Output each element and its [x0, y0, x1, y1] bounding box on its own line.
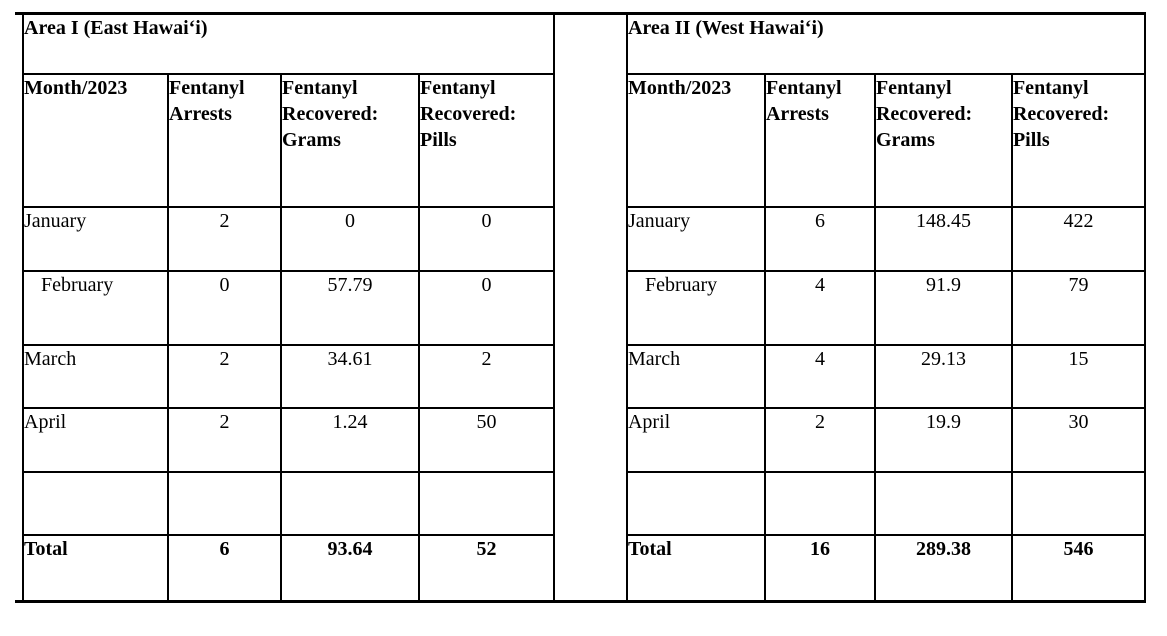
area2-table: Area II (West Hawaiʻi) Month/2023 Fentan…	[625, 13, 1147, 602]
pills-cell: 0	[418, 270, 555, 346]
arrests-cell: 6	[763, 206, 876, 272]
arrests-cell: 2	[167, 206, 282, 272]
month-cell: March	[625, 344, 766, 409]
month-cell: March	[22, 344, 169, 409]
table-row: April 2 1.24 50	[22, 407, 555, 473]
total-label-cell: Total	[22, 534, 169, 602]
grams-cell: 34.61	[280, 344, 420, 409]
area1-col-header-arrests: Fentanyl Arrests	[167, 73, 282, 208]
area2-title: Area II (West Hawaiʻi)	[625, 13, 1147, 75]
month-cell: February	[22, 270, 169, 346]
pills-cell	[418, 471, 555, 536]
grams-cell	[873, 471, 1013, 536]
month-cell	[22, 471, 169, 536]
table-row-empty	[22, 471, 555, 536]
area1-table: Area I (East Hawaiʻi) Month/2023 Fentany…	[22, 13, 555, 602]
arrests-cell	[763, 471, 876, 536]
month-cell: April	[625, 407, 766, 473]
area2-title-row: Area II (West Hawaiʻi)	[625, 13, 1147, 75]
grams-cell: 19.9	[873, 407, 1013, 473]
month-cell: January	[22, 206, 169, 272]
area1-header-row: Month/2023 Fentanyl Arrests Fentanyl Rec…	[22, 73, 555, 208]
arrests-cell: 4	[763, 344, 876, 409]
area2-col-header-pills: Fentanyl Recovered: Pills	[1010, 73, 1147, 208]
arrests-cell: 4	[763, 270, 876, 346]
grams-cell: 148.45	[873, 206, 1013, 272]
arrests-cell: 2	[167, 344, 282, 409]
arrests-cell: 2	[763, 407, 876, 473]
pills-cell	[1010, 471, 1147, 536]
total-arrests-cell: 6	[167, 534, 282, 602]
total-grams-cell: 93.64	[280, 534, 420, 602]
month-cell: February	[625, 270, 766, 346]
pills-cell: 2	[418, 344, 555, 409]
grams-cell: 57.79	[280, 270, 420, 346]
table-row: March 2 34.61 2	[22, 344, 555, 409]
arrests-cell	[167, 471, 282, 536]
table-row-empty	[625, 471, 1147, 536]
pills-cell: 30	[1010, 407, 1147, 473]
area1-col-header-pills: Fentanyl Recovered: Pills	[418, 73, 555, 208]
pills-cell: 50	[418, 407, 555, 473]
grams-cell: 29.13	[873, 344, 1013, 409]
total-row: Total 6 93.64 52	[22, 534, 555, 602]
arrests-cell: 0	[167, 270, 282, 346]
pills-cell: 422	[1010, 206, 1147, 272]
pills-cell: 79	[1010, 270, 1147, 346]
area1-title-row: Area I (East Hawaiʻi)	[22, 13, 555, 75]
grams-cell: 1.24	[280, 407, 420, 473]
pills-cell: 15	[1010, 344, 1147, 409]
total-pills-cell: 52	[418, 534, 555, 602]
total-row: Total 16 289.38 546	[625, 534, 1147, 602]
area2-col-header-month: Month/2023	[625, 73, 766, 208]
table-row: April 2 19.9 30	[625, 407, 1147, 473]
arrests-cell: 2	[167, 407, 282, 473]
table-row: February 0 57.79 0	[22, 270, 555, 346]
month-cell: January	[625, 206, 766, 272]
area1-title: Area I (East Hawaiʻi)	[22, 13, 555, 75]
table-row: January 2 0 0	[22, 206, 555, 272]
tables-container: Area I (East Hawaiʻi) Month/2023 Fentany…	[15, 12, 1147, 603]
grams-cell: 91.9	[873, 270, 1013, 346]
pills-cell: 0	[418, 206, 555, 272]
area2-header-row: Month/2023 Fentanyl Arrests Fentanyl Rec…	[625, 73, 1147, 208]
total-grams-cell: 289.38	[873, 534, 1013, 602]
area1-col-header-grams: Fentanyl Recovered: Grams	[280, 73, 420, 208]
area1-col-header-month: Month/2023	[22, 73, 169, 208]
grams-cell	[280, 471, 420, 536]
total-pills-cell: 546	[1010, 534, 1147, 602]
total-arrests-cell: 16	[763, 534, 876, 602]
table-row: February 4 91.9 79	[625, 270, 1147, 346]
grams-cell: 0	[280, 206, 420, 272]
total-label-cell: Total	[625, 534, 766, 602]
area2-col-header-grams: Fentanyl Recovered: Grams	[873, 73, 1013, 208]
month-cell	[625, 471, 766, 536]
table-row: March 4 29.13 15	[625, 344, 1147, 409]
table-row: January 6 148.45 422	[625, 206, 1147, 272]
month-cell: April	[22, 407, 169, 473]
area2-col-header-arrests: Fentanyl Arrests	[763, 73, 876, 208]
